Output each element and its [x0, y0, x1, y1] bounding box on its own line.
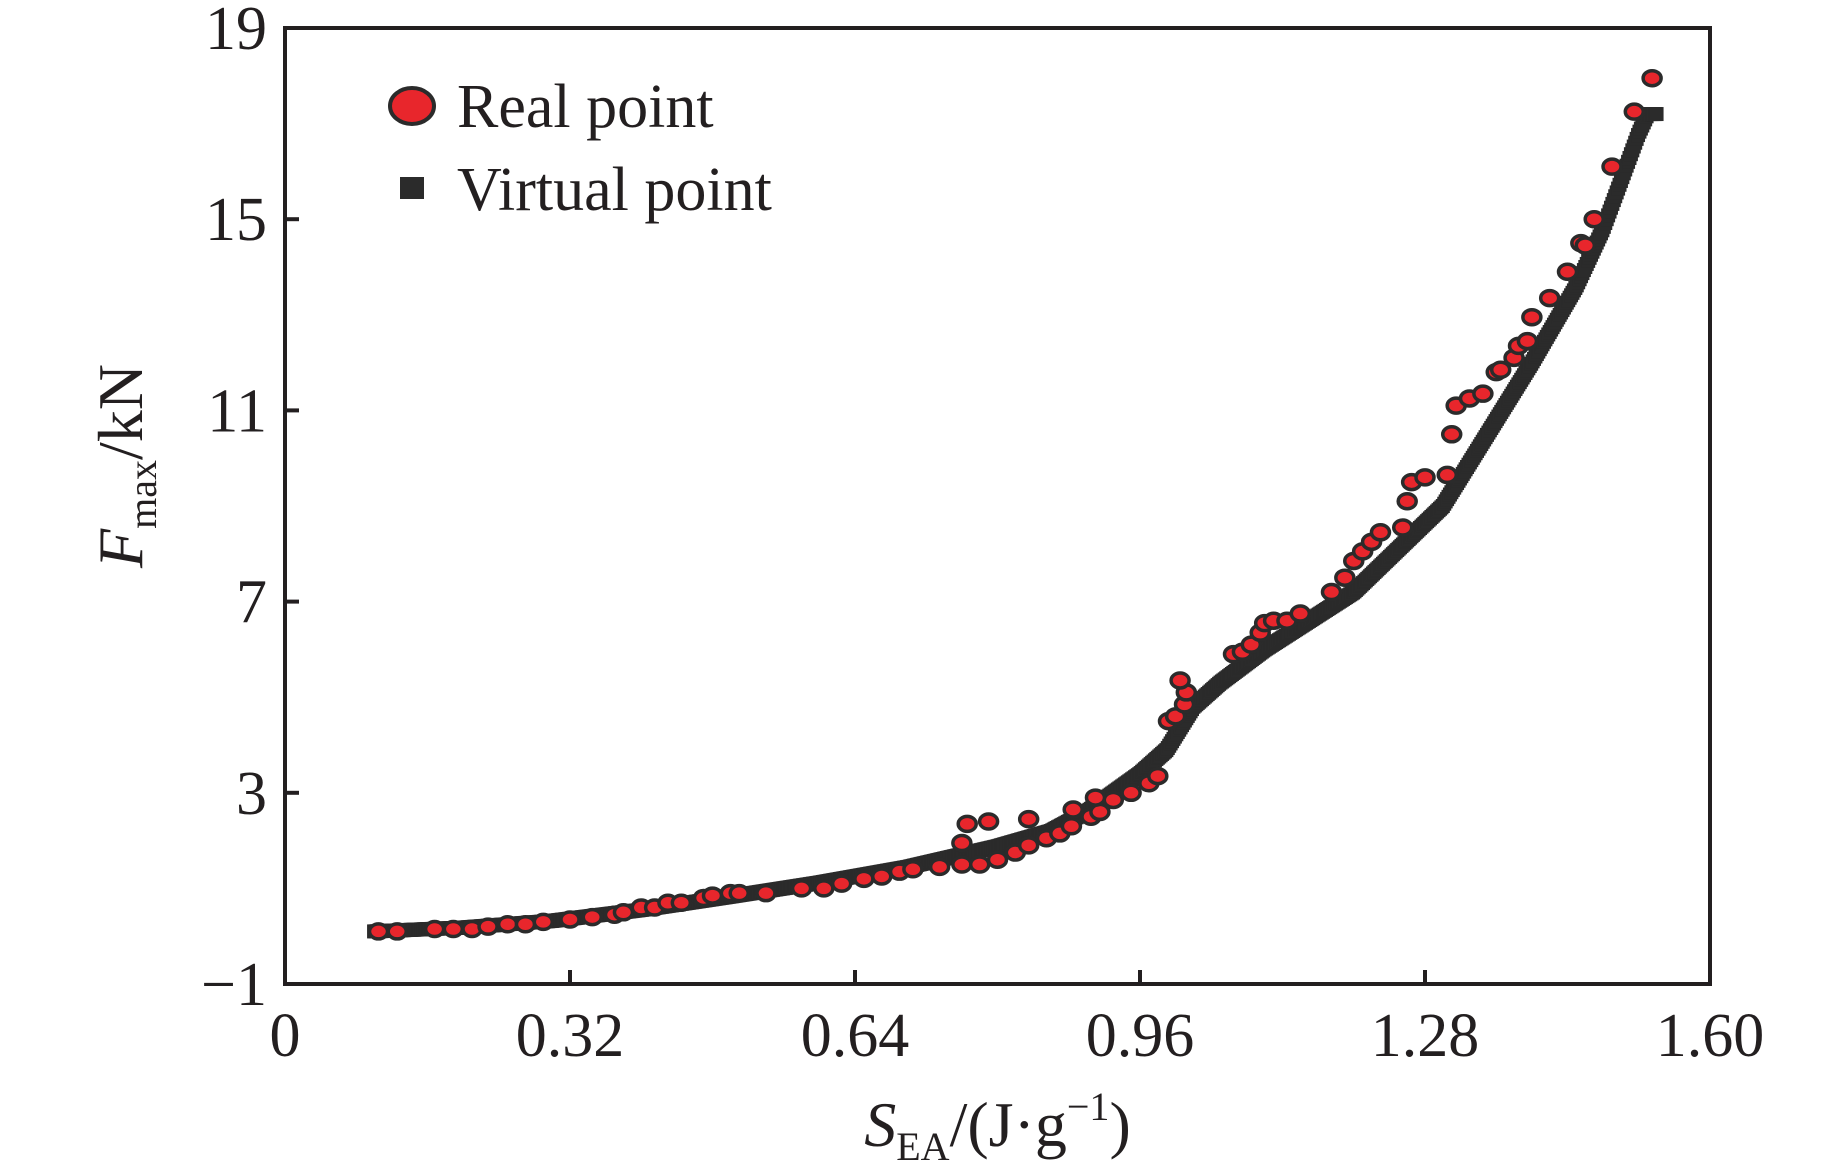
real-point [1623, 102, 1646, 121]
y-axis-title-symbol: F [85, 528, 156, 569]
x-tick-label: 0 [270, 1002, 301, 1070]
real-point [956, 814, 978, 834]
real-point [1574, 236, 1597, 255]
real-point [1583, 209, 1605, 229]
y-tick-label: 7 [236, 569, 267, 637]
real-point [1062, 800, 1084, 819]
real-point [1017, 809, 1040, 829]
x-axis-title-subscript: EA [896, 1124, 949, 1169]
real-point [870, 867, 893, 886]
legend-virtual-point-label: Virtual point [457, 156, 772, 224]
real-point [1320, 582, 1343, 602]
x-axis-title: SEA/(J·g−1) [864, 1084, 1131, 1169]
real-point-series [367, 68, 1663, 941]
legend: Real point Virtual point [388, 73, 772, 224]
real-point [951, 855, 973, 874]
real-point [423, 919, 446, 939]
x-axis-title-superscript: −1 [1067, 1084, 1110, 1129]
y-tick-label: 19 [205, 0, 267, 63]
real-point [813, 879, 835, 898]
real-point [1060, 817, 1083, 836]
real-point [386, 922, 408, 941]
real-point [1472, 384, 1494, 403]
legend-virtual-point-marker [400, 177, 424, 199]
real-point [1017, 836, 1040, 855]
real-point [1289, 604, 1312, 623]
real-point [928, 857, 951, 877]
real-point [496, 915, 519, 934]
real-point [1120, 783, 1142, 803]
real-point [1538, 288, 1561, 308]
axis-ticks [283, 26, 1712, 986]
real-point [853, 869, 875, 889]
real-point [755, 883, 777, 903]
real-point [581, 907, 604, 927]
real-point [728, 883, 750, 903]
real-point [532, 912, 555, 932]
virtual-point-series [367, 107, 1664, 939]
y-tick-label: 15 [205, 186, 267, 254]
x-axis-title-symbol: S [864, 1089, 896, 1160]
x-tick-label: 0.96 [1086, 1002, 1195, 1070]
real-point [1414, 468, 1436, 487]
real-point [1084, 788, 1107, 807]
legend-real-point-label: Real point [457, 73, 714, 141]
x-axis-title-unit: /(J·g [950, 1089, 1067, 1160]
real-point [951, 833, 973, 853]
real-point [442, 919, 465, 939]
y-axis-title-subscript: max [120, 460, 165, 529]
x-tick-label: 0.32 [516, 1002, 625, 1070]
real-point [1489, 360, 1512, 380]
real-point [977, 812, 1000, 831]
real-point [1102, 790, 1125, 810]
real-point [612, 903, 635, 922]
real-point [968, 855, 991, 874]
real-point [670, 893, 693, 912]
real-point [1436, 465, 1459, 485]
real-point [1601, 157, 1623, 176]
x-tick-label: 1.60 [1656, 1002, 1765, 1070]
y-axis-title: Fmax/kN [85, 364, 165, 569]
real-point [1391, 518, 1414, 537]
real-point [986, 850, 1009, 869]
real-point [559, 910, 581, 929]
real-point [1396, 491, 1418, 511]
real-point [514, 915, 537, 934]
y-axis-title-unit: /kN [85, 364, 156, 460]
virtual-point [1649, 107, 1664, 122]
real-point [902, 860, 924, 879]
x-axis-title-close: ) [1109, 1089, 1130, 1160]
y-tick-label: −1 [201, 951, 267, 1019]
real-point [477, 917, 499, 936]
real-point [701, 886, 724, 905]
real-point [1334, 568, 1356, 587]
real-point [1516, 331, 1539, 351]
y-tick-label: 3 [236, 760, 267, 828]
real-point [367, 922, 390, 941]
real-point [1556, 262, 1579, 282]
real-point [1440, 425, 1463, 444]
real-point [1169, 671, 1191, 690]
plot-frame [283, 26, 1712, 986]
x-tick-label: 1.28 [1371, 1002, 1480, 1070]
x-tick-label: 0.64 [801, 1002, 910, 1070]
real-point [1147, 766, 1169, 786]
real-point [830, 874, 853, 893]
axis-tick-labels: 0 0.32 0.64 0.96 1.28 1.60 −1 3 7 11 15 19 [201, 0, 1764, 1070]
legend-real-point-marker [388, 86, 436, 126]
real-point [1521, 307, 1543, 327]
real-point [1369, 523, 1392, 542]
real-point [790, 879, 813, 898]
real-point [1641, 68, 1663, 88]
y-tick-label: 11 [207, 377, 267, 445]
